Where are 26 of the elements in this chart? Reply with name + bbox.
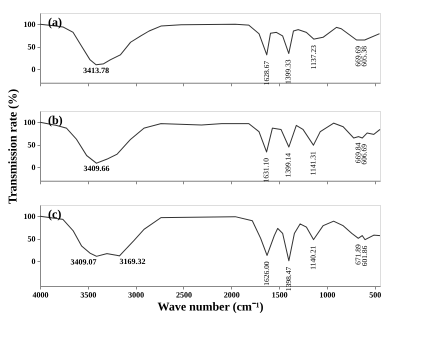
y-axis-title: Transmission rate (%): [6, 88, 20, 204]
x-tick-label: 500: [369, 290, 382, 300]
annotation: (a): [48, 15, 62, 29]
y-tick-label: 0: [32, 162, 36, 172]
y-tick-label: 100: [24, 118, 36, 127]
x-tick-label: 3500: [80, 290, 96, 300]
y-tick-label: 50: [28, 42, 36, 52]
y-tick-label: 50: [28, 234, 36, 244]
y-tick-label: 0: [32, 256, 36, 266]
x-tick-label: 1000: [319, 290, 336, 300]
x-tick-label: 1500: [272, 290, 288, 300]
x-tick-label: 2000: [224, 290, 240, 300]
annotation: (b): [48, 113, 63, 127]
annotation: 3409.66: [83, 164, 110, 174]
annotation: 3169.32: [119, 256, 146, 266]
x-tick-label: 2500: [176, 290, 192, 300]
y-tick-label: 0: [32, 64, 36, 74]
x-tick-label: 3000: [128, 290, 144, 300]
y-tick-label: 100: [24, 20, 36, 29]
annotation: 3413.78: [83, 66, 110, 75]
x-tick-label: 4000: [32, 290, 48, 300]
y-tick-label: 100: [24, 212, 36, 221]
annotation: (c): [48, 207, 62, 221]
x-axis-title: Wave number (cm⁻¹): [157, 300, 264, 314]
annotation: 3409.07: [70, 257, 97, 266]
y-tick-label: 50: [28, 140, 36, 150]
